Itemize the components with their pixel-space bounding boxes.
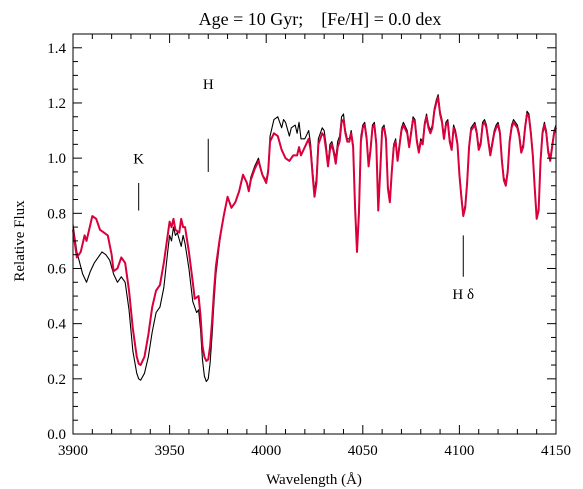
x-tick-label: 4150 [541,443,571,459]
series-line-0 [72,94,557,383]
x-tick-label: 3900 [58,443,88,459]
x-tick-label: 4000 [251,443,281,459]
y-tick-label: 0.2 [47,372,66,388]
annotation-layer: K H H δ [133,77,474,303]
annotation-label: K [133,152,144,168]
y-tick-label: 0.4 [47,317,66,333]
x-tick-label: 4050 [348,443,378,459]
y-tick-label: 0.6 [47,261,66,277]
x-axis-label: Wavelength (Å) [266,472,362,488]
plot-frame [72,33,557,435]
series-layer [72,94,557,383]
y-tick-label: 1.0 [47,151,66,167]
tick-layer: 3900 3950 4000 4050 4100 4150 0.0 0.2 0.4 0.6 0.8 1… [47,34,571,459]
annotation-label: H δ [452,287,474,303]
series-line-1 [72,96,557,367]
y-tick-label: 0.0 [47,427,66,443]
y-tick-label: 0.8 [47,206,66,222]
y-axis-label: Relative Flux [12,200,28,282]
y-tick-label: 1.2 [47,96,66,112]
annotation-label: H [203,77,214,93]
x-tick-label: 3950 [155,443,185,459]
x-tick-label: 4100 [444,443,474,459]
y-tick-label: 1.4 [47,41,66,57]
chart-title: Age = 10 Gyr; [Fe/H] = 0.0 dex [199,9,442,29]
